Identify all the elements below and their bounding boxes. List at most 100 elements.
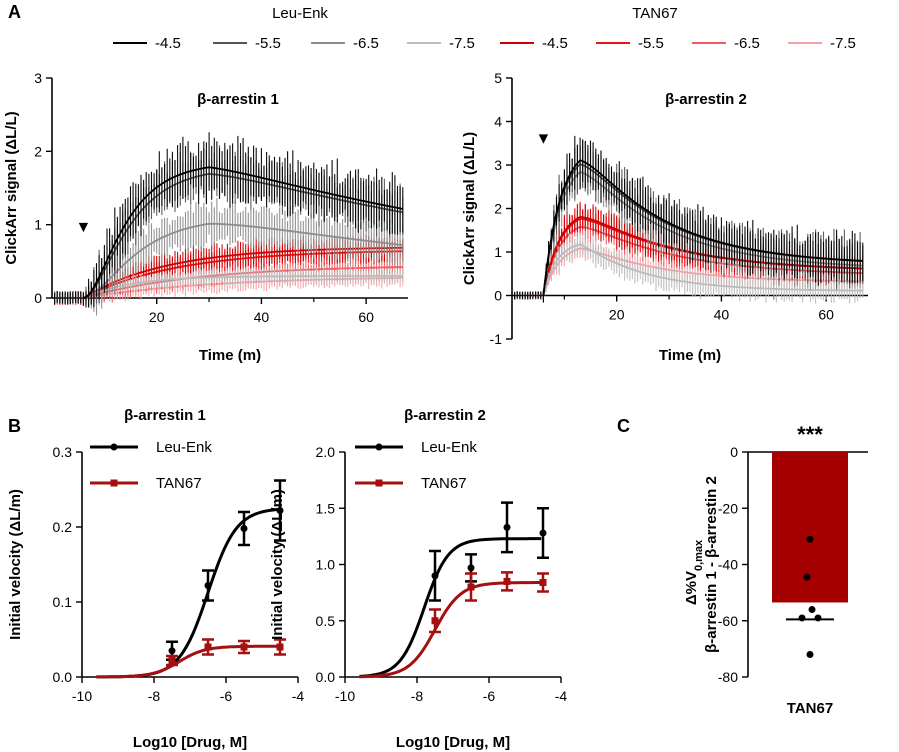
x-category-label: TAN67 (787, 700, 833, 717)
series-tan67-point-1 (467, 583, 475, 591)
series-leu-enk-point-1 (204, 582, 212, 589)
series-tan67-fit-curve (96, 644, 279, 679)
y-tick-label-4: 3 (494, 157, 502, 173)
x-axis-label: Time (m) (659, 347, 721, 364)
y-tick-label-3: 0.3 (53, 444, 73, 460)
chart-a-beta-arrestin-2: -1 0 1 2 3 4 5 20 40 60 Time (m) ClickArr signal (Δ… (461, 70, 868, 364)
drug-addition-arrow-icon: ▼ (535, 130, 551, 147)
y-axis-label: ClickArr signal (ΔL/L) (461, 132, 478, 285)
series-leu-enk-legend-marker (375, 443, 383, 451)
series-leu-enk-legend-label: Leu-Enk (421, 439, 477, 456)
x-tick-label-3: -4 (555, 688, 568, 704)
panel-letter-a: A (8, 2, 21, 22)
x-tick-label-2: 60 (818, 307, 834, 323)
legend-label-6: -6.5 (734, 35, 760, 52)
y-axis-label: Initial velocity (ΔL/m) (269, 489, 286, 640)
y-axis-label: Initial velocity (ΔL/m) (7, 489, 24, 640)
series-leu-enk: Leu-Enk (90, 439, 286, 679)
y-tick-label-0: 0.0 (53, 669, 73, 685)
y-tick-label-0: -1 (490, 331, 503, 347)
y-tick-label-5: 4 (494, 114, 502, 130)
drug-addition-arrow-icon: ▼ (75, 219, 91, 236)
series-tan67-point-0 (431, 617, 439, 625)
series-tan67-legend-label: TAN67 (421, 475, 467, 492)
series-tan67-legend-label: TAN67 (156, 475, 202, 492)
y-tick-label-1: -20 (718, 500, 738, 516)
series-tan67-point-0 (168, 657, 176, 664)
panel-letter-b: B (8, 416, 21, 436)
series-leu-enk-point-1 (467, 564, 475, 572)
y-tick-label-6: 5 (494, 70, 502, 86)
series-leu-enk-7-5-fit-line (542, 243, 863, 296)
legend-group-tan67-title: TAN67 (632, 5, 678, 22)
series-tan67-point-1 (204, 643, 212, 651)
series-leu-enk-7-5-fit-line (83, 275, 403, 299)
series-leu-enk-point-0 (431, 572, 439, 580)
series-tan67-point-3 (539, 579, 547, 586)
series-leu-enk-4-5 (54, 132, 404, 308)
data-point-5 (806, 651, 814, 658)
y-tick-label-2: 1 (494, 244, 502, 260)
chart-title: β-arrestin 2 (404, 407, 486, 424)
x-tick-label-0: 20 (609, 307, 625, 323)
series-leu-enk-4-5-fit-line (542, 159, 863, 296)
series-leu-enk-4-5-fit-line (83, 166, 403, 299)
series-tan67-point-2 (503, 577, 511, 585)
chart-title: β-arrestin 1 (197, 91, 279, 108)
y-tick-label-2: -40 (718, 557, 738, 573)
legend-group-leu-enk-title: Leu-Enk (272, 5, 328, 22)
data-point-3 (798, 614, 806, 622)
x-axis-label: Log10 [Drug, M] (396, 734, 510, 751)
panel-letter-c: C (617, 416, 630, 436)
legend-label-2: -6.5 (353, 35, 379, 52)
significance-label: *** (797, 422, 823, 447)
y-tick-label-1: 0.1 (53, 594, 73, 610)
legend-label-3: -7.5 (449, 35, 475, 52)
x-tick-label-3: -4 (292, 688, 305, 704)
y-tick-label-2: 0.2 (53, 519, 73, 535)
series-leu-enk-point-3 (276, 507, 284, 514)
chart-title: β-arrestin 2 (665, 91, 747, 108)
series-leu-enk-point-0 (168, 647, 176, 655)
series-leu-enk-fit-curve (359, 537, 542, 678)
series-leu-enk: Leu-Enk (355, 439, 549, 678)
series-leu-enk-point-2 (240, 525, 248, 532)
y-tick-label-3: -60 (718, 613, 738, 629)
chart-b-beta-arrestin-1: 0.0 0.1 0.2 0.3 -10 -8 -6 -4 Log10 [Drug, M] Init… (7, 407, 304, 751)
y-tick-label-1: 0.5 (316, 613, 336, 629)
chart-b-beta-arrestin-2: 0.0 0.5 1.0 1.5 2.0 -10 -8 -6 -4 Log10 [Drug, M] I… (269, 407, 567, 751)
y-tick-label-4: 2.0 (316, 444, 336, 460)
legend-label-5: -5.5 (638, 35, 664, 52)
series-tan67-fit-curve (359, 581, 542, 679)
x-tick-label-2: -6 (483, 688, 496, 704)
series-tan67-4-5-fit-line (82, 246, 403, 299)
data-point-2 (808, 606, 816, 613)
x-tick-label-2: -6 (220, 688, 233, 704)
chart-title: β-arrestin 1 (124, 407, 206, 424)
legend-top: Leu-Enk TAN67 -4.5 -5.5 -6.5 -7.5 -4.5 -5.5 -6… (113, 5, 856, 52)
series-leu-enk-legend-label: Leu-Enk (156, 439, 212, 456)
bar-tan67 (772, 452, 848, 603)
series-tan67-legend-marker (110, 479, 118, 487)
y-tick-label-2: 2 (34, 143, 42, 159)
legend-label-1: -5.5 (255, 35, 281, 52)
y-tick-label-4: -80 (718, 669, 738, 685)
chart-c-delta-vmax: 0 -20 -40 -60 -80 *** TAN67 Δ%V0,maxβ-arrestin … (683, 422, 868, 717)
x-axis-label: Time (m) (199, 347, 261, 364)
y-axis-label-line2: β-arrestin 1 - β-arrestin 2 (703, 476, 720, 653)
data-point-4 (814, 614, 822, 622)
x-tick-label-1: 40 (254, 309, 270, 325)
x-tick-label-0: -10 (72, 688, 92, 704)
series-tan67: TAN67 (90, 475, 286, 679)
y-tick-label-1: 1 (34, 217, 42, 233)
series-leu-enk-point-3 (539, 529, 547, 537)
series-leu-enk-6-5-fit-line (83, 222, 403, 299)
series-tan67-point-3 (276, 643, 284, 651)
legend-label-7: -7.5 (830, 35, 856, 52)
series-leu-enk-fit-curve (96, 507, 279, 679)
x-tick-label-2: 60 (358, 309, 374, 325)
y-tick-label-3: 2 (494, 201, 502, 217)
series-tan67-point-2 (240, 643, 248, 651)
y-tick-label-1: 0 (494, 288, 502, 304)
y-axis-label: ClickArr signal (ΔL/L) (3, 111, 20, 264)
